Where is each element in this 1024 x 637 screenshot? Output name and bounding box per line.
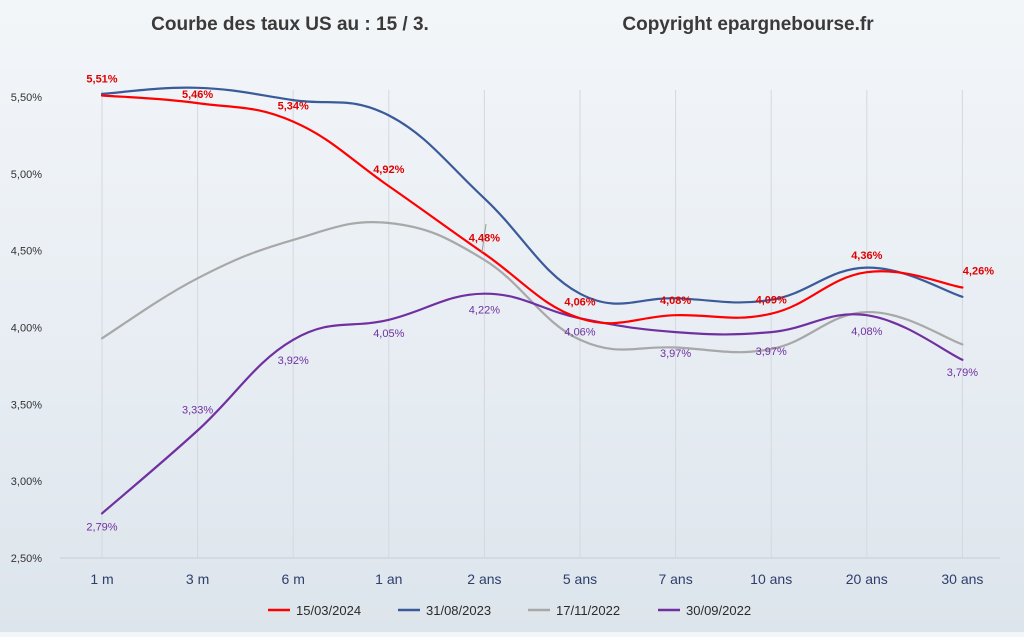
y-tick-label: 2,50% bbox=[11, 553, 42, 565]
y-tick-label: 5,00% bbox=[11, 169, 42, 181]
x-tick-label: 20 ans bbox=[846, 571, 888, 587]
data-point bbox=[866, 266, 868, 268]
data-label: 3,33% bbox=[182, 404, 213, 416]
x-tick-label: 10 ans bbox=[750, 571, 792, 587]
x-tick-label: 1 m bbox=[90, 571, 113, 587]
series-line bbox=[100, 292, 964, 515]
data-point bbox=[483, 259, 485, 261]
data-point bbox=[961, 359, 963, 361]
data-point bbox=[483, 253, 485, 255]
data-point bbox=[196, 102, 198, 104]
data-point bbox=[674, 314, 676, 316]
data-point bbox=[388, 114, 390, 116]
legend-label: 15/03/2024 bbox=[296, 603, 361, 618]
x-axis-ticks: 1 m 3 m 6 m 1 an 2 ans 5 ans 7 ans 10 ans 20 ans… bbox=[90, 571, 983, 587]
data-point bbox=[101, 512, 103, 514]
x-tick-label: 6 m bbox=[282, 571, 305, 587]
data-label: 2,79% bbox=[86, 521, 117, 533]
x-tick-label: 3 m bbox=[186, 571, 209, 587]
data-point bbox=[292, 120, 294, 122]
data-label: 4,09% bbox=[756, 295, 787, 307]
data-label: 4,08% bbox=[851, 326, 882, 338]
x-tick-label: 7 ans bbox=[658, 571, 692, 587]
data-point bbox=[101, 337, 103, 339]
data-label: 4,06% bbox=[564, 326, 595, 338]
data-label: 3,92% bbox=[278, 355, 309, 367]
data-point bbox=[866, 311, 868, 313]
data-point bbox=[674, 331, 676, 333]
data-point bbox=[961, 343, 963, 345]
data-point bbox=[101, 94, 103, 96]
data-point bbox=[388, 222, 390, 224]
legend-label: 17/11/2022 bbox=[556, 603, 620, 618]
y-tick-label: 4,00% bbox=[11, 323, 42, 335]
y-tick-label: 5,50% bbox=[11, 92, 42, 104]
chart-subtitle: Copyright epargnebourse.fr bbox=[622, 14, 874, 35]
y-axis-ticks: 2,50% 3,00% 3,50% 4,00% 4,50% 5,00% 5,50% bbox=[11, 92, 42, 565]
y-tick-label: 3,00% bbox=[11, 476, 42, 488]
data-label: 4,06% bbox=[564, 296, 595, 308]
y-tick-label: 4,50% bbox=[11, 246, 42, 258]
legend-label: 31/08/2023 bbox=[426, 603, 491, 618]
x-tick-label: 30 ans bbox=[941, 571, 983, 587]
series-line bbox=[100, 94, 964, 325]
data-point bbox=[961, 296, 963, 298]
chart-title: Courbe des taux US au : 15 / 3. bbox=[151, 14, 429, 35]
data-point bbox=[292, 339, 294, 341]
data-label: 4,26% bbox=[963, 266, 994, 278]
data-point bbox=[292, 239, 294, 241]
data-label: 4,05% bbox=[373, 328, 404, 340]
data-labels: 5,51% 5,46% 5,34% 4,92% 4,48% 4,06% 4,08% 4,09%… bbox=[86, 73, 994, 533]
data-point bbox=[961, 286, 963, 288]
data-point bbox=[579, 339, 581, 341]
data-label: 4,48% bbox=[469, 233, 500, 245]
y-tick-label: 3,50% bbox=[11, 399, 42, 411]
data-point bbox=[579, 292, 581, 294]
data-label: 5,51% bbox=[86, 73, 117, 85]
grid-lines bbox=[60, 90, 1000, 559]
data-point bbox=[483, 292, 485, 294]
data-label: 4,92% bbox=[373, 164, 404, 176]
data-point bbox=[388, 185, 390, 187]
data-label: 4,08% bbox=[660, 295, 691, 307]
legend: 15/03/2024 31/08/2023 17/11/2022 30/09/2022 bbox=[268, 603, 751, 618]
data-point bbox=[196, 277, 198, 279]
data-label: 5,34% bbox=[278, 101, 309, 113]
data-label: 3,97% bbox=[660, 348, 691, 360]
series-line bbox=[100, 86, 964, 305]
x-tick-label: 2 ans bbox=[467, 571, 501, 587]
data-label: 4,36% bbox=[851, 250, 882, 262]
x-tick-label: 1 an bbox=[375, 571, 402, 587]
legend-label: 30/09/2022 bbox=[686, 603, 751, 618]
data-point bbox=[770, 331, 772, 333]
series-lines bbox=[100, 86, 964, 515]
data-point bbox=[196, 429, 198, 431]
data-label: 3,79% bbox=[947, 367, 978, 379]
data-label: 5,46% bbox=[182, 89, 213, 101]
data-point bbox=[388, 319, 390, 321]
data-label: 4,22% bbox=[469, 305, 500, 317]
data-label: 3,97% bbox=[756, 346, 787, 358]
data-point bbox=[866, 271, 868, 273]
x-tick-label: 5 ans bbox=[563, 571, 597, 587]
label-leader-line bbox=[481, 223, 487, 253]
data-point bbox=[866, 314, 868, 316]
data-point bbox=[770, 312, 772, 314]
series-line bbox=[100, 221, 964, 354]
data-point bbox=[483, 197, 485, 199]
data-point bbox=[579, 317, 581, 319]
